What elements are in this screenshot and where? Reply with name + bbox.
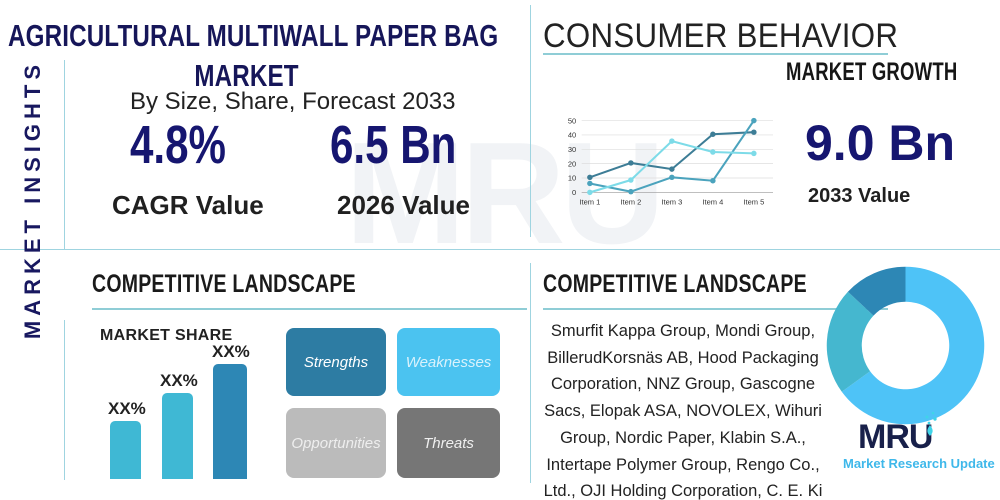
svg-text:Item 3: Item 3 — [661, 198, 682, 207]
svg-text:40: 40 — [568, 131, 576, 140]
svg-text:Item 1: Item 1 — [579, 198, 600, 207]
svg-text:Item 5: Item 5 — [743, 198, 764, 207]
svg-text:20: 20 — [568, 159, 576, 168]
svg-text:30: 30 — [568, 145, 576, 154]
svg-text:Item 2: Item 2 — [620, 198, 641, 207]
svg-text:0: 0 — [572, 188, 576, 197]
svg-text:50: 50 — [568, 116, 576, 125]
svg-text:Item 4: Item 4 — [702, 198, 723, 207]
svg-text:10: 10 — [568, 174, 576, 183]
